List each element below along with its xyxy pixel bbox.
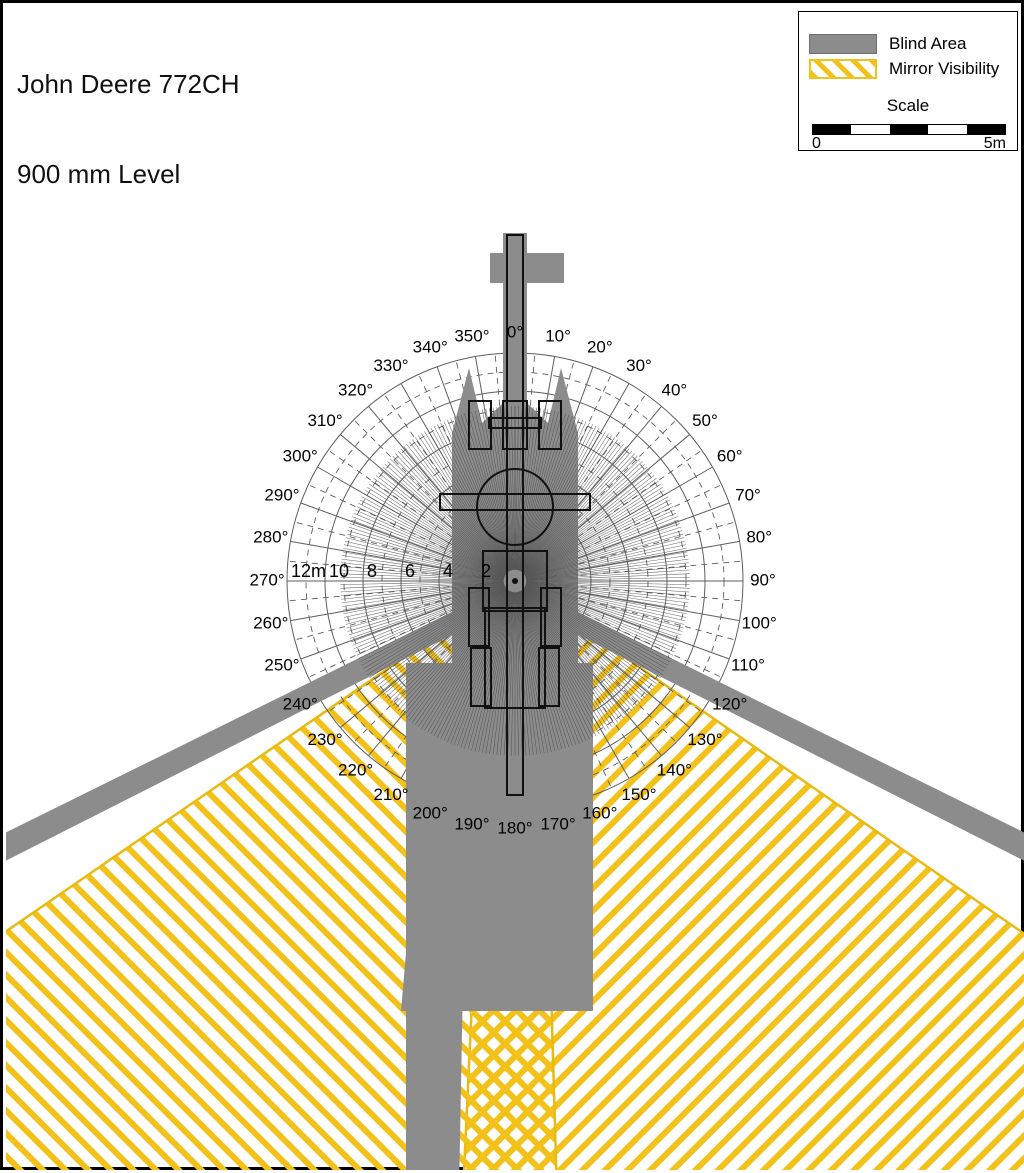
radial-tick-2: 2 [481,561,491,581]
angle-tick-320: 320° [338,381,373,400]
scale-label: Scale [886,96,930,115]
angle-tick-190: 190° [454,815,489,834]
blade-link-outline [488,417,542,429]
legend-box: Blind Area Mirror Visibility Scale 0 5m [798,11,1018,152]
title-line-2: 900 mm Level [17,159,181,189]
scale-start-label: 0 [812,135,821,152]
angle-tick-250: 250° [264,655,299,674]
scale-endpoints: 0 5m [812,135,1006,155]
mirror-visibility-swatch [809,59,877,79]
angle-tick-260: 260° [253,614,288,633]
angle-tick-310: 310° [307,411,342,430]
angle-tick-60: 60° [717,447,743,466]
legend-row-blind: Blind Area [809,34,967,54]
wheel-front-left-outline [468,587,490,647]
title-line-1: John Deere 772CH [17,69,240,99]
angle-tick-330: 330° [373,356,408,375]
angle-tick-300: 300° [283,447,318,466]
angle-tick-230: 230° [307,730,342,749]
angle-tick-280: 280° [253,527,288,546]
eye-point [512,578,518,584]
polar-visibility-plot: 0° 10° 20° 30° 40°50° 60° 70° 80° 90° 100° 110° 120… [6,233,1024,1170]
rear-body-outline [482,550,548,612]
scale-bar [812,124,1006,135]
scale-bar-wrap: 0 5m [812,124,1006,155]
rear-deck-outline [484,607,546,709]
angle-tick-200: 200° [413,803,448,822]
radial-tick-8: 8 [367,561,377,581]
angle-tick-labels: 0° 10° 20° 30° 40°50° 60° 70° 80° 90° 100° 110° 120… [249,323,776,838]
angle-tick-170: 170° [540,815,575,834]
angle-tick-110: 110° [731,655,765,674]
angle-tick-80: 80° [746,527,772,546]
wheel-rear-right-outline [538,647,560,707]
angle-tick-350: 350° [454,326,489,345]
angle-tick-70: 70° [735,486,761,505]
angle-tick-50: 50° [692,411,718,430]
angle-tick-210: 210° [373,785,408,804]
wheel-front-right-outline [540,587,562,647]
angle-tick-0: 0° [507,323,523,342]
legend-label-mirror: Mirror Visibility [889,59,1000,78]
angle-tick-220: 220° [338,760,373,779]
radial-tick-labels: 12m 10 8 6 4 2 [291,561,491,581]
angle-tick-290: 290° [264,486,299,505]
blind-area-swatch [809,34,877,54]
angle-tick-140: 140° [657,760,692,779]
blind-rear-body [401,663,593,1011]
angle-tick-160: 160° [582,803,617,822]
radial-tick-4: 4 [443,561,453,581]
blade-left-outline [468,400,492,450]
angle-tick-30: 30° [626,356,652,375]
page-title: John Deere 772CH 900 mm Level [17,9,240,249]
angle-tick-100: 100° [742,614,777,633]
scale-end-label: 5m [983,135,1006,152]
angle-tick-240: 240° [283,694,318,713]
cab-circle-outline [476,468,554,546]
blind-front-crossbeam [490,253,564,283]
angle-tick-270: 270° [249,570,284,589]
radial-tick-6: 6 [405,561,415,581]
mast-outline [506,234,524,796]
angle-tick-150: 150° [621,785,656,804]
angle-tick-340: 340° [413,337,448,356]
legend-row-mirror: Mirror Visibility [809,59,999,79]
angle-tick-120: 120° [712,694,747,713]
legend-label-blind: Blind Area [889,34,967,53]
angle-tick-180: 180° [497,818,532,837]
blade-right-outline [538,400,562,450]
angle-tick-20: 20° [587,337,613,356]
angle-tick-10: 10° [545,326,571,345]
radial-tick-12: 12m [291,561,326,581]
angle-tick-90: 90° [750,570,776,589]
angle-tick-130: 130° [687,730,722,749]
radial-tick-10: 10 [329,561,349,581]
axle-bar-outline [439,493,591,511]
blade-center-outline [502,400,528,450]
wheel-rear-left-outline [470,647,492,707]
machine-outline [439,234,591,796]
angle-tick-40: 40° [662,381,688,400]
